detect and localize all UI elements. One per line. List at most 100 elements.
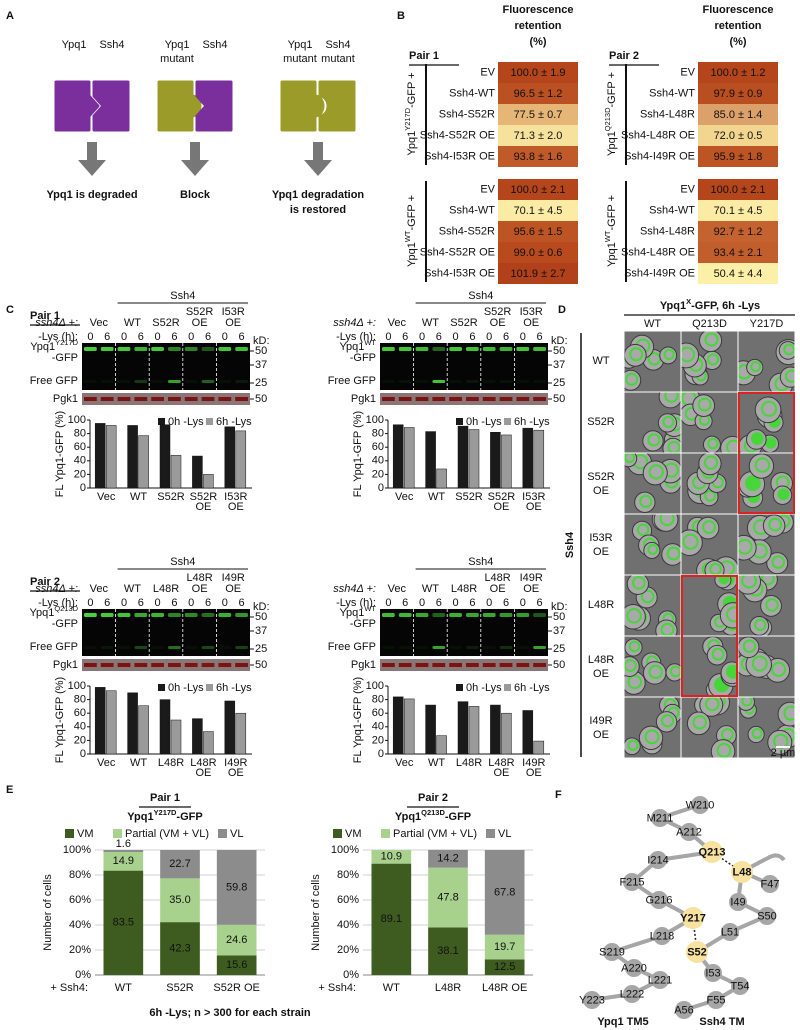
micrograph xyxy=(681,575,738,636)
x-tick-label: S52R xyxy=(157,491,185,503)
band xyxy=(398,613,412,617)
micrograph xyxy=(681,636,738,697)
micrograph xyxy=(624,514,681,575)
value-label: 83.5 xyxy=(113,917,134,929)
band xyxy=(499,380,513,383)
label: Ypq1Y217D-GFP xyxy=(127,808,202,823)
bar-segment xyxy=(160,850,200,879)
vacuole xyxy=(741,575,757,589)
text-part: Q213D xyxy=(603,107,612,131)
text-line: OE xyxy=(192,317,208,329)
panel-label: F xyxy=(555,789,562,801)
band xyxy=(100,646,114,649)
time-label: 0 xyxy=(486,597,492,609)
lane-label: I49R OE xyxy=(520,572,543,595)
lane-label: S52R OE xyxy=(186,306,214,329)
band xyxy=(398,380,412,383)
residue xyxy=(603,943,621,961)
lane-label: I53R OE xyxy=(520,306,543,329)
y-tick-label: 60 xyxy=(372,441,384,453)
vacuole xyxy=(681,346,695,363)
band xyxy=(84,613,97,617)
cell-value: 93.8 ± 1.6 xyxy=(514,151,563,163)
cell-value: 97.9 ± 0.9 xyxy=(714,88,763,100)
cell-value: 100.0 ± 2.1 xyxy=(511,184,566,196)
x-tick-label: S52R xyxy=(455,491,483,503)
band xyxy=(499,646,513,649)
pair-title: Pair 2 xyxy=(609,50,639,62)
lane-label: L48R xyxy=(153,583,179,595)
time-label: 6 xyxy=(469,331,475,343)
residue-label: L51 xyxy=(721,926,739,938)
y-tick-label: 60 xyxy=(74,441,86,453)
vacuole xyxy=(659,514,675,527)
vacuole xyxy=(624,453,636,464)
text-line: OE xyxy=(526,767,542,779)
time-label: 6 xyxy=(503,331,509,343)
band xyxy=(151,613,164,617)
legend-swatch xyxy=(206,684,213,691)
band xyxy=(168,347,181,351)
text-line: OE xyxy=(195,501,211,513)
vacuole xyxy=(768,517,783,532)
helix-label: Ypq1 TM5 xyxy=(597,1016,648,1028)
time-label: 6 xyxy=(205,597,211,609)
residue xyxy=(680,823,698,841)
bar xyxy=(457,701,469,755)
label: Ypq1Y217D-GFP + xyxy=(403,72,418,155)
time-label: 6 xyxy=(171,331,177,343)
cell-value: 101.9 ± 2.7 xyxy=(511,268,566,280)
vacuole xyxy=(777,488,790,501)
text-line: OE xyxy=(593,546,609,558)
text-part: Y217D xyxy=(154,808,177,817)
bar-segment xyxy=(428,867,468,928)
y-tick-label: 20% xyxy=(69,944,91,956)
text-part: Y217D xyxy=(55,338,78,347)
protein-shape xyxy=(157,80,202,132)
cell-value: 95.9 ± 1.8 xyxy=(714,151,763,163)
x-tick-label: L48R xyxy=(158,757,184,769)
value-label: 19.7 xyxy=(494,941,515,953)
bar xyxy=(501,434,512,489)
x-tick-label: I49R OE xyxy=(522,757,545,779)
vacuole xyxy=(640,589,655,604)
protein-shape xyxy=(195,80,233,132)
row-label: Ssh4-WT xyxy=(449,87,495,99)
kd-label: kD: xyxy=(253,601,270,613)
vacuole xyxy=(660,714,675,728)
band xyxy=(516,347,530,351)
text-line: OE xyxy=(228,767,244,779)
vacuole xyxy=(711,647,725,661)
time-label: 0 xyxy=(453,331,459,343)
band-label: Pgk1 xyxy=(53,659,78,671)
y-tick-label: 20% xyxy=(337,944,359,956)
band xyxy=(449,613,462,617)
text-part: Y217D xyxy=(403,107,412,130)
time-label: 0 xyxy=(87,331,93,343)
time-label: 0 xyxy=(121,331,127,343)
yeast-cell xyxy=(777,701,795,727)
band xyxy=(218,646,232,649)
text-part: -GFP xyxy=(445,811,471,823)
bar xyxy=(468,706,480,755)
text-line: OE xyxy=(523,317,539,329)
pair-title: Pair 2 xyxy=(30,576,60,588)
text-line: (%) xyxy=(729,36,746,48)
bar-segment xyxy=(484,934,525,960)
legend-swatch xyxy=(206,418,213,425)
band xyxy=(533,646,546,649)
residue xyxy=(625,959,643,977)
cell-value: 100.0 ± 1.2 xyxy=(711,67,766,79)
text-part: Ypq1 xyxy=(395,811,421,823)
vacuole xyxy=(754,457,771,473)
row-label: Ssh4-L48R xyxy=(640,225,695,237)
vacuole xyxy=(626,608,642,624)
row-label: Ssh4-WT xyxy=(649,204,695,216)
text-line: OE xyxy=(523,583,539,595)
micrograph xyxy=(738,514,795,575)
bar xyxy=(203,474,214,489)
cell-value: 77.5 ± 0.7 xyxy=(514,109,563,121)
band xyxy=(466,646,479,649)
heat-cell xyxy=(498,263,578,284)
band xyxy=(151,347,164,351)
